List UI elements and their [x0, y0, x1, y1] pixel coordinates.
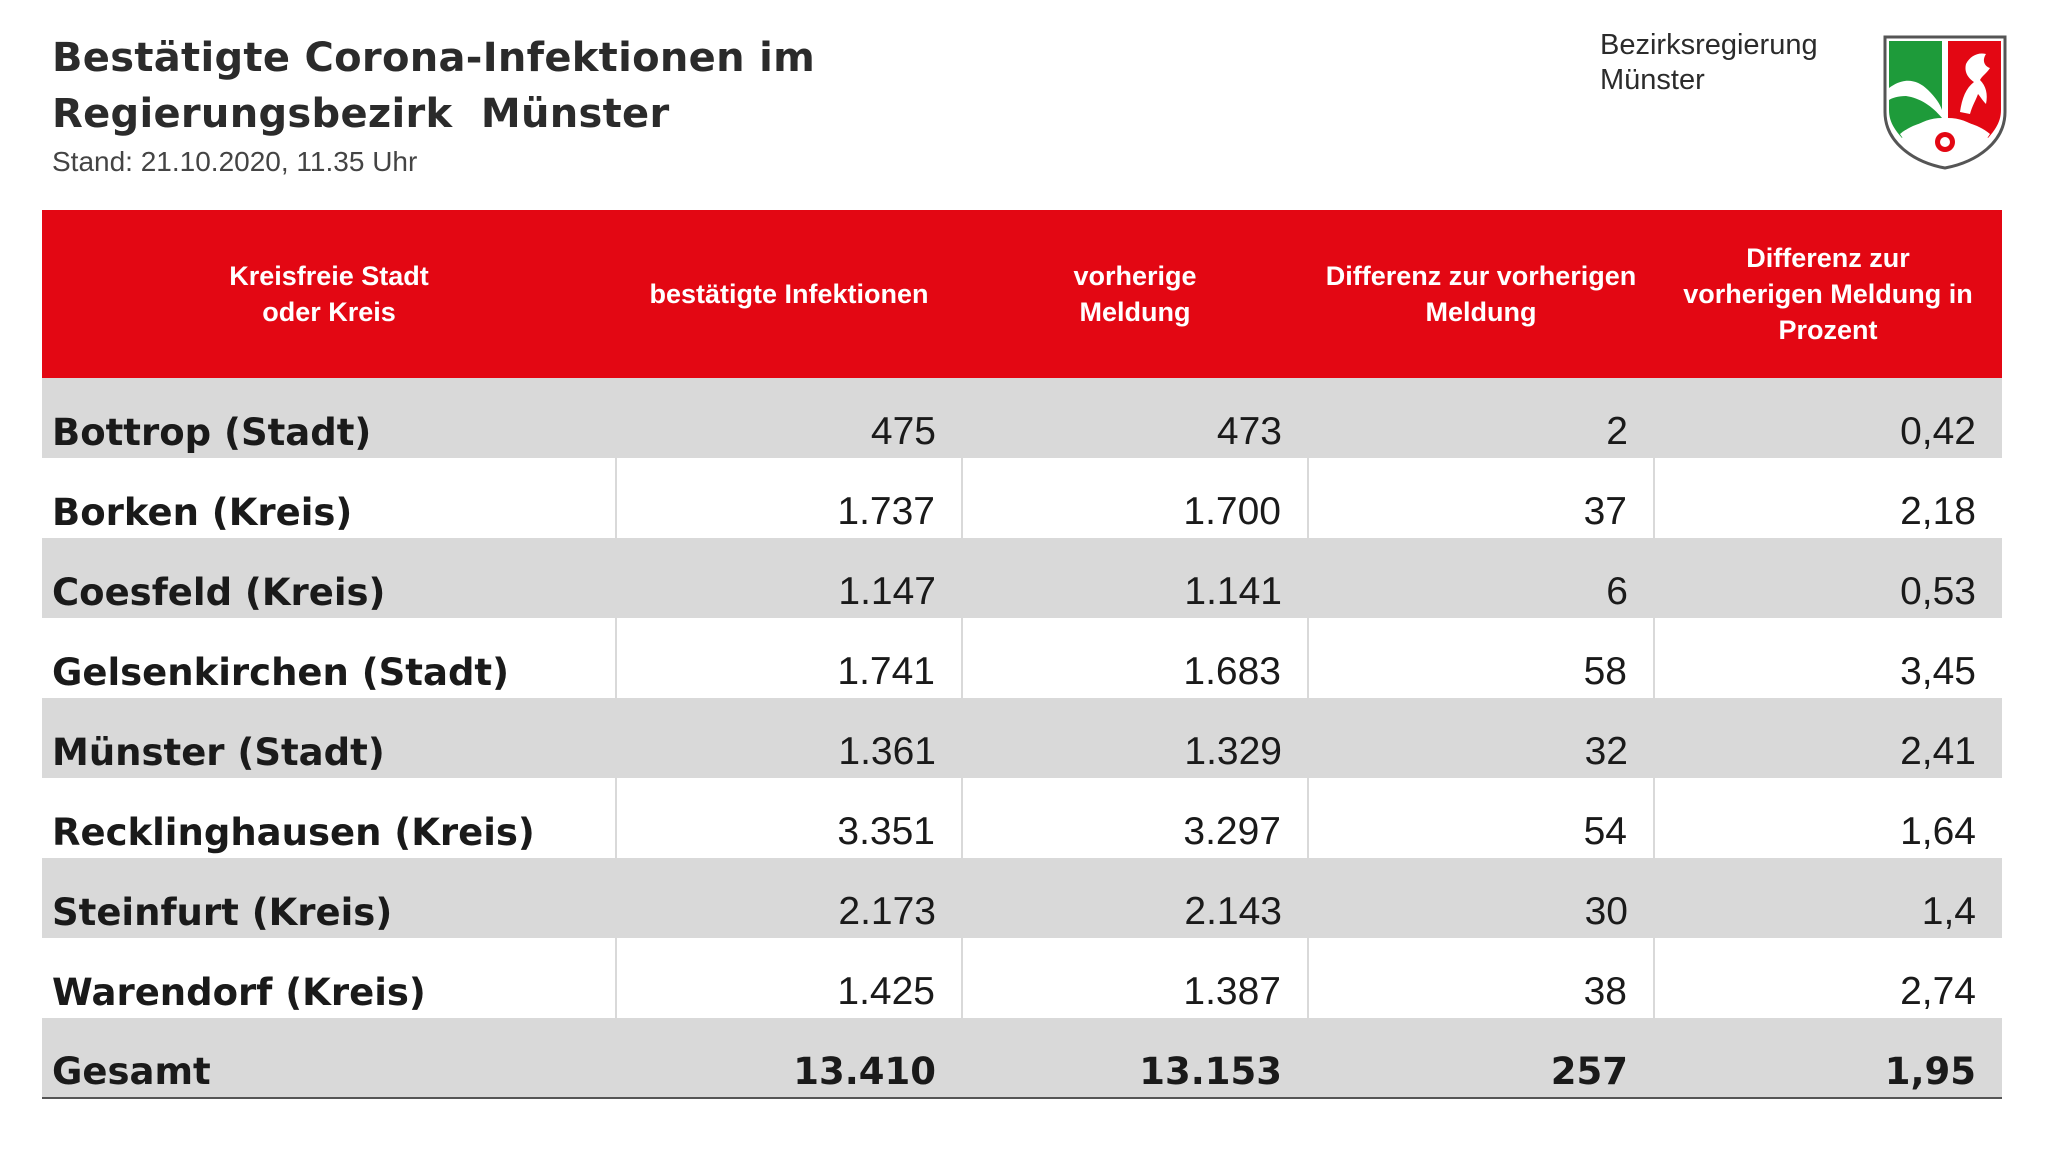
previous-cell: 2.143 — [962, 858, 1308, 938]
column-header-confirmed: bestätigte Infektionen — [616, 210, 962, 378]
column-header-difference-percent: Differenz zur vorherigen Meldung in Proz… — [1654, 210, 2002, 378]
region-name: Warendorf (Kreis) — [42, 938, 616, 1018]
region-name: Bottrop (Stadt) — [42, 378, 616, 458]
confirmed-cell: 1.361 — [616, 698, 962, 778]
column-header-region: Kreisfreie Stadt oder Kreis — [42, 210, 616, 378]
table-row: Steinfurt (Kreis) 2.173 2.143 30 1,4 — [42, 858, 2002, 938]
difference-percent-cell: 1,95 — [1654, 1018, 2002, 1099]
column-header-previous: vorherige Meldung — [962, 210, 1308, 378]
confirmed-cell: 1.425 — [615, 938, 962, 1018]
difference-percent-cell: 0,42 — [1654, 378, 2002, 458]
table-row: Borken (Kreis) 1.737 1.700 37 2,18 — [42, 458, 2002, 538]
table-row: Gelsenkirchen (Stadt) 1.741 1.683 58 3,45 — [42, 618, 2002, 698]
previous-cell: 1.683 — [961, 618, 1308, 698]
difference-percent-cell: 1,64 — [1653, 778, 2002, 858]
confirmed-cell: 1.737 — [615, 458, 962, 538]
title-line-1: Bestätigte Corona-Infektionen im — [52, 35, 816, 81]
nrw-coat-of-arms-icon — [1883, 35, 2007, 170]
previous-cell: 13.153 — [962, 1018, 1308, 1099]
difference-cell: 30 — [1308, 858, 1654, 938]
region-name: Gelsenkirchen (Stadt) — [42, 618, 616, 698]
table-header-row: Kreisfreie Stadt oder Kreis bestätigte I… — [42, 210, 2002, 378]
region-name: Münster (Stadt) — [42, 698, 616, 778]
difference-percent-cell: 1,4 — [1654, 858, 2002, 938]
region-name: Gesamt — [42, 1018, 616, 1099]
column-header-difference: Differenz zur vorherigen Meldung — [1308, 210, 1654, 378]
table-row: Coesfeld (Kreis) 1.147 1.141 6 0,53 — [42, 538, 2002, 618]
table-row: Bottrop (Stadt) 475 473 2 0,42 — [42, 378, 2002, 458]
difference-percent-cell: 2,74 — [1653, 938, 2002, 1018]
difference-cell: 58 — [1307, 618, 1654, 698]
previous-cell: 1.141 — [962, 538, 1308, 618]
confirmed-cell: 2.173 — [616, 858, 962, 938]
difference-cell: 37 — [1307, 458, 1654, 538]
confirmed-cell: 475 — [616, 378, 962, 458]
agency-line-1: Bezirksregierung — [1600, 29, 1818, 61]
difference-cell: 257 — [1308, 1018, 1654, 1099]
table-row: Warendorf (Kreis) 1.425 1.387 38 2,74 — [42, 938, 2002, 1018]
agency-name: Bezirksregierung Münster — [1600, 28, 1818, 98]
difference-cell: 2 — [1308, 378, 1654, 458]
difference-percent-cell: 0,53 — [1654, 538, 2002, 618]
timestamp: Stand: 21.10.2020, 11.35 Uhr — [52, 146, 418, 177]
region-name: Steinfurt (Kreis) — [42, 858, 616, 938]
table-total-row: Gesamt 13.410 13.153 257 1,95 — [42, 1018, 2002, 1099]
confirmed-cell: 1.147 — [616, 538, 962, 618]
table-body: Bottrop (Stadt) 475 473 2 0,42 Borken (Kreis)… — [42, 378, 2002, 1099]
table-row: Recklinghausen (Kreis) 3.351 3.297 54 1,64 — [42, 778, 2002, 858]
previous-cell: 1.700 — [961, 458, 1308, 538]
title-block: Bestätigte Corona-Infektionen im Regieru… — [52, 30, 815, 178]
region-name: Coesfeld (Kreis) — [42, 538, 616, 618]
previous-cell: 3.297 — [961, 778, 1308, 858]
previous-cell: 1.329 — [962, 698, 1308, 778]
infection-table: Kreisfreie Stadt oder Kreis bestätigte I… — [42, 210, 2002, 1099]
difference-cell: 32 — [1308, 698, 1654, 778]
confirmed-cell: 1.741 — [615, 618, 962, 698]
difference-cell: 6 — [1308, 538, 1654, 618]
title-line-2: Regierungsbezirk Münster — [52, 91, 670, 137]
table-row: Münster (Stadt) 1.361 1.329 32 2,41 — [42, 698, 2002, 778]
region-name: Borken (Kreis) — [42, 458, 616, 538]
difference-percent-cell: 2,41 — [1654, 698, 2002, 778]
page-title: Bestätigte Corona-Infektionen im Regieru… — [52, 30, 815, 142]
agency-line-2: Münster — [1600, 64, 1705, 96]
difference-cell: 54 — [1307, 778, 1654, 858]
confirmed-cell: 3.351 — [615, 778, 962, 858]
previous-cell: 1.387 — [961, 938, 1308, 1018]
difference-percent-cell: 3,45 — [1653, 618, 2002, 698]
region-name: Recklinghausen (Kreis) — [42, 778, 616, 858]
confirmed-cell: 13.410 — [616, 1018, 962, 1099]
difference-cell: 38 — [1307, 938, 1654, 1018]
previous-cell: 473 — [962, 378, 1308, 458]
difference-percent-cell: 2,18 — [1653, 458, 2002, 538]
